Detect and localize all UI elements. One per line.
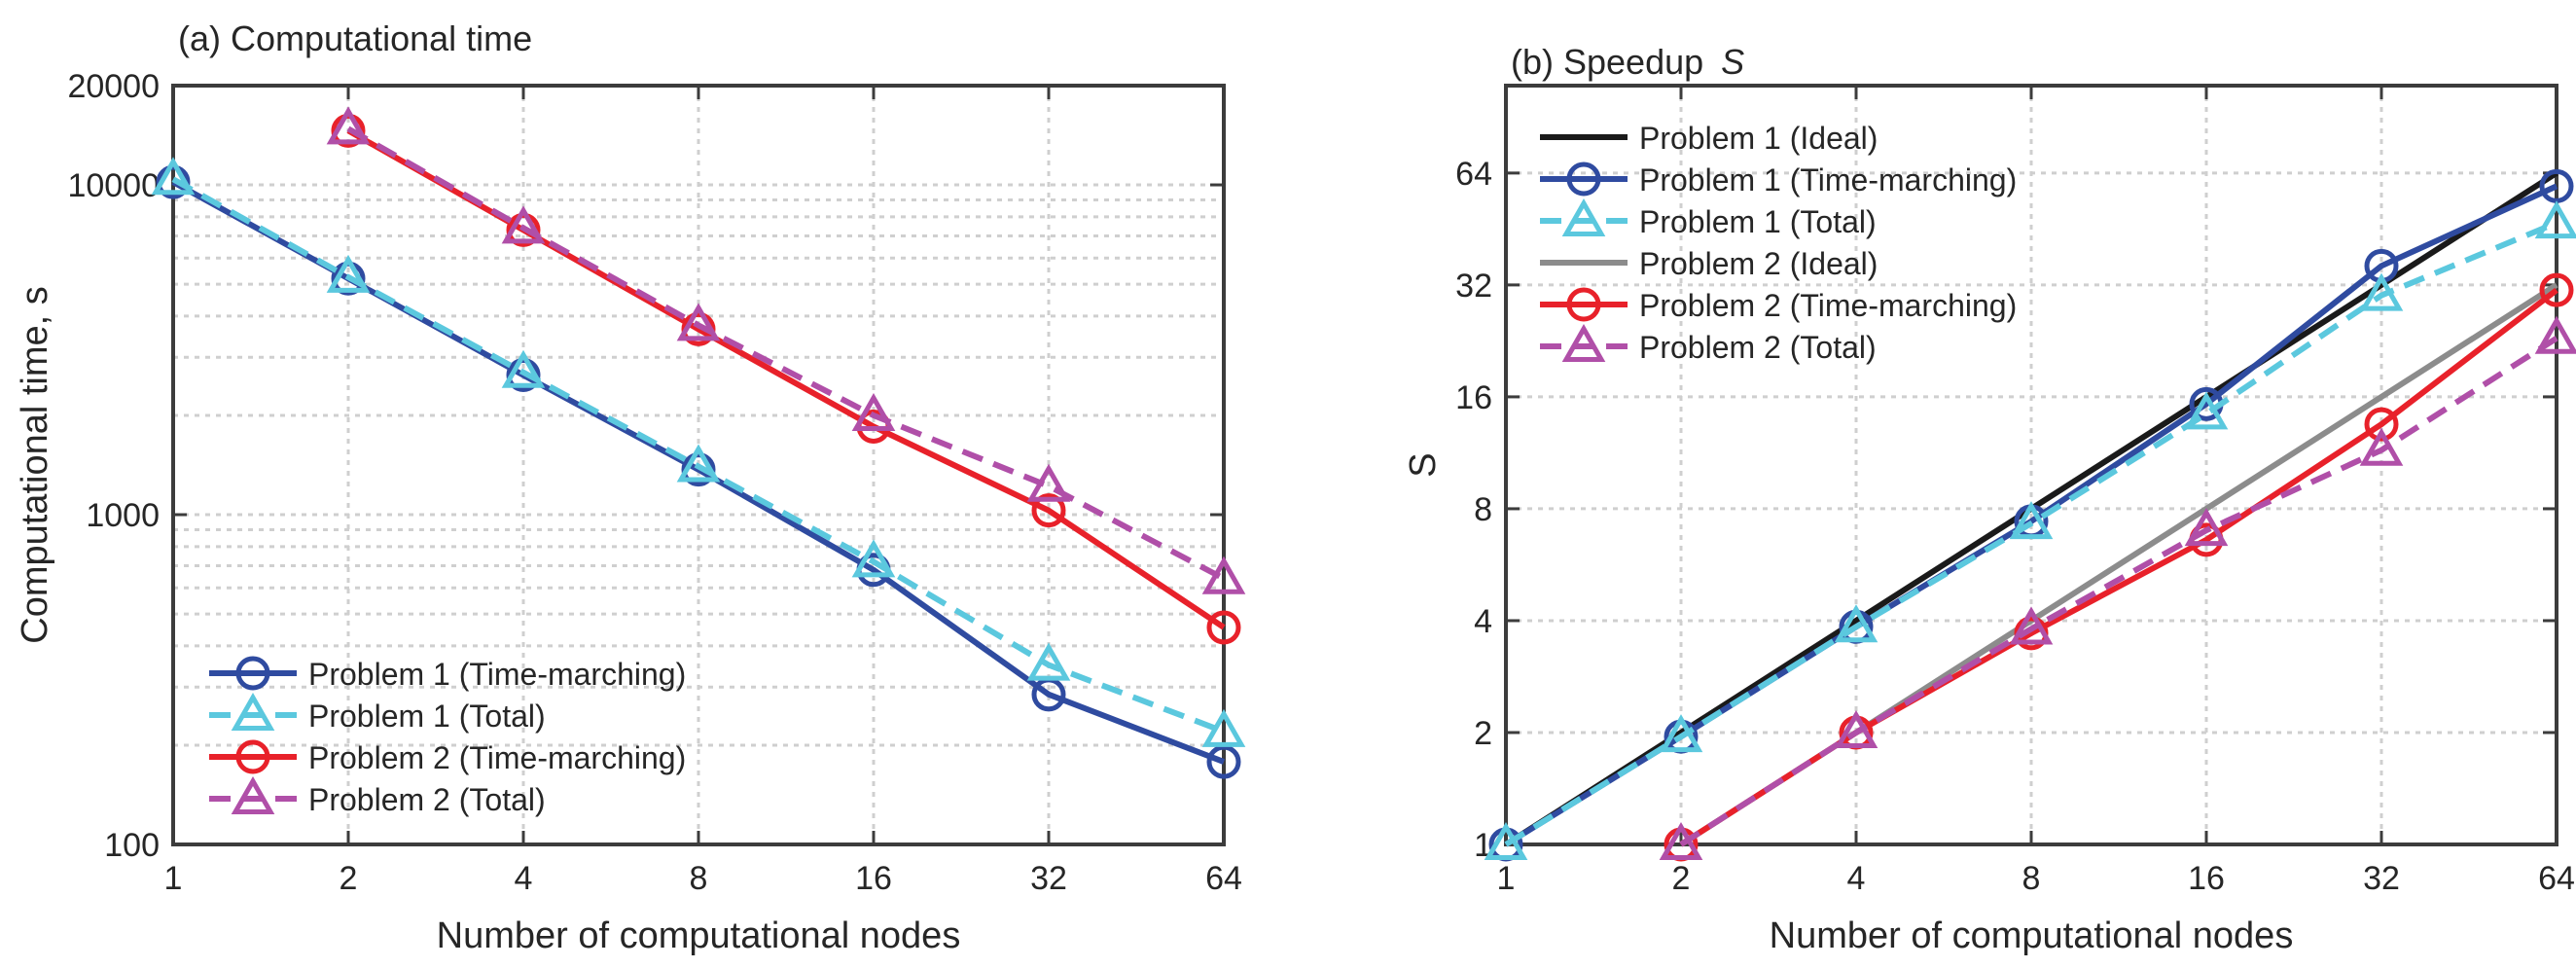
data-point-b-6 [2009, 606, 2054, 645]
data-point-b-3 [2534, 200, 2576, 239]
x-tick-label-b: 8 [2022, 860, 2041, 897]
x-tick-label-a: 64 [1205, 860, 1242, 897]
y-tick-label-a: 10000 [67, 167, 160, 204]
legend-label-b: Problem 2 (Total) [1639, 330, 1877, 365]
data-point-b-6 [2534, 315, 2576, 354]
legend-label-a: Problem 2 (Total) [308, 782, 546, 817]
data-point-b-5 [2539, 272, 2574, 307]
y-axis-label-b: S [1403, 452, 1444, 477]
data-point-a-4 [501, 205, 546, 244]
data-point-a-4 [851, 392, 896, 431]
x-tick-label-b: 2 [1672, 860, 1691, 897]
chart-title-b: (b) Speedup S [1511, 42, 1744, 82]
series-line-b-6 [1679, 336, 2558, 847]
legend-marker-b [1561, 197, 1606, 236]
legend-marker-a [235, 739, 270, 774]
y-tick-label-a: 100 [104, 827, 160, 864]
chart-title-a: (a) Computational time [178, 18, 532, 58]
data-point-a-2 [1201, 708, 1246, 747]
y-tick-label-a: 20000 [67, 68, 160, 105]
legend-label-b: Problem 1 (Time-marching) [1639, 162, 2017, 197]
legend-label-b: Problem 1 (Ideal) [1639, 121, 1878, 156]
x-tick-label-a: 8 [690, 860, 708, 897]
x-tick-label-b: 32 [2363, 860, 2400, 897]
x-tick-label-a: 4 [515, 860, 533, 897]
x-tick-label-a: 16 [855, 860, 892, 897]
series-b-6 [1659, 315, 2576, 860]
data-point-a-4 [326, 106, 371, 145]
legend-marker-a [231, 692, 275, 731]
legend-b: Problem 1 (Ideal) Problem 1 (Time-marchin… [1540, 121, 2017, 365]
x-tick-label-b: 1 [1497, 860, 1516, 897]
data-point-a-1 [1206, 744, 1241, 779]
data-point-a-4 [1201, 556, 1246, 594]
legend-label-b: Problem 1 (Total) [1639, 204, 1877, 239]
legend-label-a: Problem 1 (Total) [308, 699, 546, 734]
data-point-b-3 [2359, 272, 2404, 311]
series-b-3 [1484, 200, 2576, 860]
legend-label-b: Problem 2 (Time-marching) [1639, 288, 2017, 323]
y-tick-label-b: 4 [1474, 603, 1492, 640]
series-line-a-2 [171, 176, 1226, 735]
x-tick-label-a: 1 [164, 860, 183, 897]
data-point-a-4 [676, 303, 721, 341]
chart-title-symbol-b: S [1721, 42, 1744, 82]
chart-panel-a: 1 2 4 8 16 32 64 100 1000 10000 20000 (a) Computati… [15, 18, 1246, 956]
data-point-b-3 [1484, 821, 1528, 860]
data-point-b-6 [1834, 709, 1878, 748]
y-tick-label-b: 16 [1455, 379, 1492, 416]
data-point-a-2 [1026, 642, 1071, 681]
legend-marker-b [1561, 323, 1606, 362]
legend-label-a: Problem 1 (Time-marching) [308, 657, 686, 692]
legend-marker-a [235, 656, 270, 691]
series-line-b-3 [1504, 220, 2558, 847]
y-tick-label-b: 2 [1474, 715, 1492, 752]
y-tick-label-b: 64 [1455, 156, 1492, 193]
legend-marker-a [231, 775, 275, 814]
data-point-a-1 [681, 452, 716, 487]
series-line-a-4 [346, 125, 1226, 582]
data-point-b-3 [2009, 501, 2054, 540]
data-point-a-2 [501, 349, 546, 388]
data-point-a-4 [1026, 463, 1071, 502]
data-point-a-2 [851, 539, 896, 578]
data-point-b-6 [2359, 427, 2404, 466]
data-point-b-3 [1659, 714, 1703, 753]
y-tick-label-b: 8 [1474, 491, 1492, 528]
legend-label-b: Problem 2 (Ideal) [1639, 246, 1878, 281]
y-tick-label-a: 1000 [86, 497, 160, 534]
x-axis-label-a: Number of computational nodes [437, 915, 961, 956]
legend-label-a: Problem 2 (Time-marching) [308, 740, 686, 775]
y-tick-label-b: 32 [1455, 268, 1492, 305]
x-axis-label-b: Number of computational nodes [1770, 915, 2294, 956]
x-tick-label-b: 4 [1847, 860, 1866, 897]
data-point-b-6 [1659, 821, 1703, 860]
data-point-b-6 [2184, 508, 2229, 547]
x-tick-label-b: 16 [2188, 860, 2225, 897]
x-tick-label-a: 2 [340, 860, 358, 897]
data-point-b-3 [2184, 391, 2229, 430]
data-point-a-3 [1206, 610, 1241, 645]
data-point-a-1 [156, 164, 191, 199]
data-point-b-3 [1834, 604, 1878, 643]
x-tick-label-b: 64 [2538, 860, 2575, 897]
y-axis-label-a: Computational time, s [15, 286, 55, 644]
series-a-2 [151, 157, 1246, 747]
legend-marker-b [1566, 161, 1601, 197]
data-point-a-2 [326, 254, 371, 293]
data-point-b-5 [2364, 407, 2399, 442]
legend-marker-b [1566, 287, 1601, 322]
x-tick-label-a: 32 [1030, 860, 1067, 897]
series-a-4 [326, 106, 1246, 594]
data-point-a-3 [1031, 493, 1066, 528]
data-point-a-2 [676, 444, 721, 483]
legend-a: Problem 1 (Time-marching) Problem 1 (Tota… [209, 656, 686, 817]
data-point-a-2 [151, 157, 196, 196]
data-point-a-1 [506, 358, 541, 393]
